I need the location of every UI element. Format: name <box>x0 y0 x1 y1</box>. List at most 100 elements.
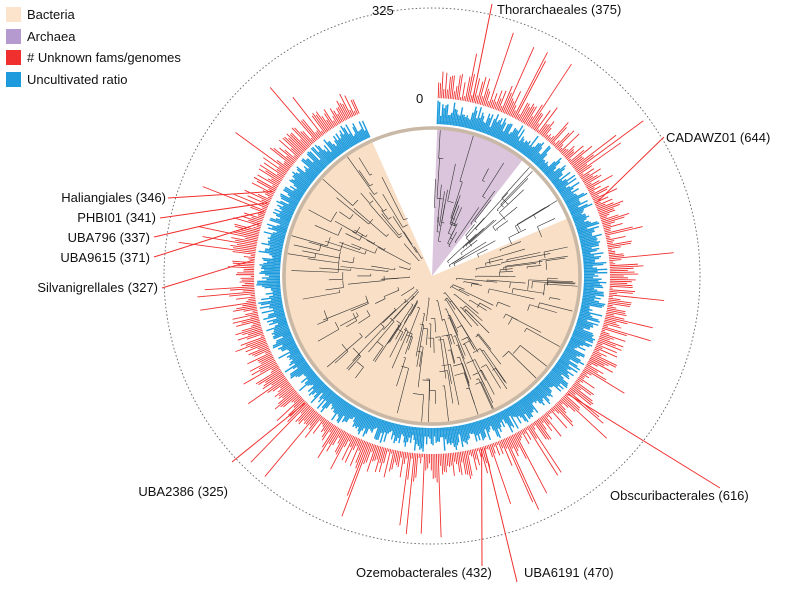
unknown-bar <box>609 265 644 268</box>
unknown-bar <box>258 168 281 183</box>
unknown-bar <box>317 426 338 459</box>
uncultivated-bar <box>578 230 595 237</box>
tree-branch <box>479 348 508 390</box>
uncultivated-bar <box>569 203 588 213</box>
uncultivated-bar <box>401 425 405 435</box>
unknown-bar <box>197 291 255 298</box>
uncultivated-bar <box>271 288 281 292</box>
tree-branch-arc <box>501 197 509 205</box>
uncultivated-bar <box>568 341 586 351</box>
uncultivated-bar <box>468 112 474 129</box>
unknown-bar <box>473 78 481 104</box>
uncultivated-bar <box>561 190 572 198</box>
unknown-bar <box>257 344 268 350</box>
unknown-bar <box>588 186 595 192</box>
unknown-bar <box>557 401 566 411</box>
uncultivated-bar <box>263 313 285 321</box>
unknown-bar <box>451 75 455 100</box>
unknown-bar <box>599 209 616 217</box>
tree-branch <box>447 370 454 404</box>
unknown-bar <box>298 407 314 425</box>
uncultivated-bar <box>307 379 322 393</box>
uncultivated-bar <box>562 351 585 366</box>
unknown-bar <box>590 185 610 196</box>
uncultivated-bar <box>291 353 303 361</box>
uncultivated-bar <box>534 147 551 165</box>
uncultivated-bar <box>271 255 282 259</box>
tree-branch <box>477 248 488 255</box>
tree-branch <box>454 294 479 314</box>
uncultivated-bar <box>583 261 596 264</box>
unknown-bar <box>608 301 632 306</box>
tree-branch-arc <box>482 196 486 199</box>
unknown-bar <box>372 445 379 462</box>
uncultivated-bar <box>304 171 316 180</box>
unknown-bar <box>315 111 330 131</box>
uncultivated-bar <box>465 423 471 439</box>
uncultivated-bar <box>398 424 404 444</box>
uncultivated-bar <box>370 417 378 433</box>
unknown-bar <box>503 47 535 114</box>
uncultivated-bar <box>489 416 499 437</box>
tree-branch-arc <box>451 284 454 287</box>
unknown-bar <box>287 402 308 422</box>
unknown-bar <box>303 409 315 422</box>
tree-branch <box>325 240 366 255</box>
unknown-bar <box>483 88 490 106</box>
unknown-bar <box>270 367 280 374</box>
uncultivated-bar <box>560 187 574 197</box>
unknown-bar <box>311 115 326 134</box>
tree-branch <box>543 246 568 253</box>
unknown-bar <box>525 427 528 431</box>
uncultivated-bar <box>292 359 306 370</box>
uncultivated-bar <box>269 294 282 298</box>
label-uba6191: UBA6191 (470) <box>524 565 614 580</box>
uncultivated-bar <box>583 281 607 284</box>
unknown-bar <box>590 356 609 367</box>
unknown-bar <box>252 309 258 312</box>
uncultivated-bar <box>353 408 360 418</box>
uncultivated-bar <box>504 408 511 417</box>
tree-branch <box>381 176 404 221</box>
unknown-bar <box>241 318 260 324</box>
uncultivated-bar <box>562 188 579 199</box>
legend-label-uncultivated-ratio: Uncultivated ratio <box>27 71 128 87</box>
unknown-bar <box>525 106 538 125</box>
uncultivated-bar <box>558 186 567 193</box>
tree-branch <box>389 323 402 343</box>
unknown-bar <box>558 400 563 405</box>
tree-branch <box>450 364 460 406</box>
unknown-bar <box>461 451 467 475</box>
unknown-bar <box>511 434 519 448</box>
unknown-bar <box>558 147 563 152</box>
tree-branch-arc <box>369 183 373 187</box>
tree-branch-arc <box>356 312 359 317</box>
tree-branch <box>358 315 371 324</box>
uncultivated-bar <box>525 146 535 158</box>
unknown-bar <box>277 382 291 393</box>
tree-branch-arc <box>508 237 512 245</box>
tree-branch-arc <box>496 209 499 212</box>
uncultivated-bar <box>277 204 295 214</box>
tree-branch <box>478 378 493 410</box>
uncultivated-bar <box>577 227 588 233</box>
uncultivated-bar <box>545 166 557 177</box>
scale-min-label: 0 <box>416 91 423 106</box>
uncultivated-bar <box>268 242 284 247</box>
uncultivated-bar <box>325 394 338 409</box>
tree-branch <box>462 363 470 384</box>
uncultivated-bar <box>270 287 281 290</box>
uncultivated-bar <box>362 415 373 437</box>
uncultivated-bar <box>442 108 446 125</box>
unknown-bar <box>279 139 300 159</box>
tree-branch-arc <box>481 349 484 352</box>
uncultivated-bar <box>495 117 507 139</box>
uncultivated-bar <box>267 237 285 243</box>
tree-branch-arc <box>477 253 480 258</box>
tree-branch <box>463 228 485 248</box>
uncultivated-bar <box>413 427 417 441</box>
tree-branch <box>474 199 492 222</box>
uncultivated-bar <box>475 117 481 131</box>
uncultivated-bar <box>529 392 538 402</box>
uncultivated-bar <box>412 426 415 436</box>
